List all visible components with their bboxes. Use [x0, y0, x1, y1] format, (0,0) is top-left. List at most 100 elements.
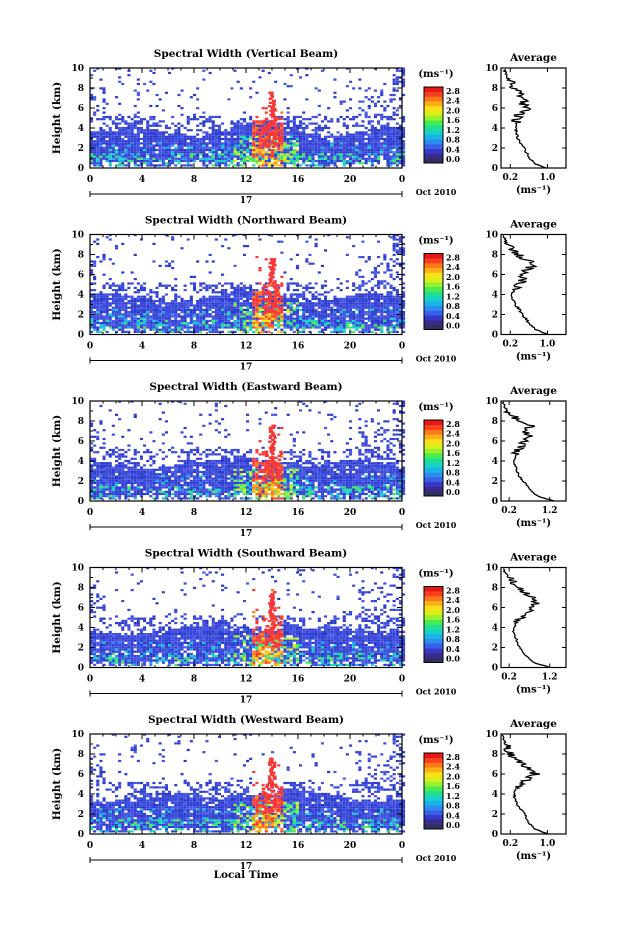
- heatmap-cell: [258, 306, 262, 309]
- heatmap-cell: [364, 146, 368, 149]
- heatmap-cell: [158, 142, 162, 145]
- heatmap-cell: [274, 308, 278, 311]
- heatmap-cell: [121, 477, 125, 480]
- heatmap-cell: [286, 131, 290, 134]
- heatmap-cell: [320, 164, 324, 167]
- heatmap-cell: [161, 284, 165, 287]
- heatmap-cell: [171, 302, 175, 305]
- heatmap-cell: [90, 269, 94, 272]
- heatmap-cell: [189, 490, 193, 493]
- heatmap-cell: [392, 295, 396, 298]
- heatmap-cell: [314, 322, 318, 325]
- heatmap-cell: [168, 162, 172, 165]
- heatmap-cell: [102, 475, 106, 478]
- heatmap-cell: [171, 267, 175, 270]
- heatmap-cell: [93, 302, 97, 305]
- heatmap-cell: [239, 153, 243, 156]
- heatmap-cell: [280, 319, 284, 322]
- heatmap-cell: [236, 291, 240, 294]
- heatmap-cell: [96, 311, 100, 314]
- heatmap-cell: [136, 488, 140, 491]
- heatmap-cell: [174, 326, 178, 329]
- heatmap-cell: [342, 142, 346, 145]
- heatmap-cell: [383, 109, 387, 112]
- heatmap-cell: [249, 129, 253, 132]
- heatmap-cell: [271, 276, 275, 279]
- heatmap-cell: [292, 148, 296, 152]
- heatmap-cell: [224, 289, 228, 292]
- heatmap-cell: [277, 139, 282, 142]
- heatmap-cell: [211, 324, 215, 327]
- heatmap-cell: [373, 140, 377, 143]
- heatmap-cell: [280, 328, 284, 331]
- heatmap-cell: [269, 258, 274, 261]
- heatmap-cell: [205, 157, 209, 160]
- heatmap-cell: [255, 157, 259, 160]
- heatmap-cell: [233, 140, 237, 143]
- heatmap-cell: [236, 144, 240, 147]
- heatmap-cell: [202, 313, 206, 316]
- heatmap-cell: [93, 324, 97, 327]
- heatmap-cell: [180, 317, 184, 320]
- heatmap-cell: [336, 153, 340, 156]
- heatmap-cell: [377, 271, 381, 274]
- heatmap-cell: [383, 271, 387, 274]
- heatmap-cell: [124, 122, 128, 125]
- heatmap-cell: [270, 111, 275, 114]
- heatmap-cell: [317, 330, 321, 333]
- heatmap-cell: [177, 464, 181, 467]
- heatmap-cell: [308, 133, 312, 136]
- heatmap-cell: [102, 258, 106, 261]
- heatmap-cell: [320, 330, 324, 333]
- heatmap-cell: [108, 313, 112, 316]
- heatmap-cell: [358, 322, 362, 325]
- heatmap-cell: [227, 98, 231, 101]
- heatmap-cell: [196, 133, 200, 136]
- heatmap-cell: [102, 481, 106, 485]
- heatmap-cell: [90, 142, 94, 145]
- heatmap-cell: [124, 324, 128, 327]
- heatmap-cell: [164, 302, 168, 305]
- heatmap-cell: [155, 475, 159, 478]
- heatmap-cell: [314, 297, 318, 300]
- heatmap-cell: [108, 278, 112, 281]
- heatmap-cell: [367, 256, 371, 259]
- heatmap-cell: [171, 484, 175, 487]
- heatmap-cell: [193, 479, 197, 482]
- heatmap-cell: [389, 137, 393, 141]
- heatmap-cell: [174, 135, 178, 138]
- heatmap-cell: [186, 118, 190, 121]
- heatmap-cell: [124, 481, 128, 485]
- heatmap-cell: [149, 118, 153, 121]
- heatmap-cell: [345, 126, 349, 130]
- heatmap-cell: [193, 315, 197, 318]
- heatmap-cell: [380, 142, 384, 145]
- heatmap-cell: [127, 282, 131, 285]
- heatmap-cell: [161, 457, 165, 460]
- heatmap-cell: [214, 311, 218, 314]
- heatmap-cell: [155, 155, 159, 158]
- heatmap-cell: [286, 137, 290, 141]
- heatmap-cell: [267, 310, 271, 313]
- heatmap-cell: [352, 289, 356, 292]
- heatmap-cell: [217, 148, 221, 152]
- heatmap-cell: [380, 133, 384, 136]
- heatmap-cell: [102, 284, 106, 287]
- heatmap-cell: [305, 322, 309, 325]
- heatmap-cell: [224, 306, 228, 309]
- heatmap-cell: [352, 155, 356, 158]
- heatmap-cell: [102, 464, 106, 467]
- heatmap-cell: [168, 308, 172, 311]
- heatmap-cell: [249, 284, 253, 287]
- heatmap-cell: [108, 115, 112, 119]
- heatmap-cell: [345, 115, 349, 119]
- heatmap-cell: [345, 236, 349, 239]
- heatmap-cell: [111, 293, 115, 296]
- heatmap-cell: [380, 104, 384, 108]
- heatmap-cell: [202, 140, 206, 143]
- heatmap-cell: [392, 157, 396, 160]
- heatmap-cell: [305, 164, 309, 167]
- heatmap-cell: [358, 133, 362, 136]
- heatmap-cell: [283, 153, 287, 156]
- heatmap-cell: [208, 324, 212, 327]
